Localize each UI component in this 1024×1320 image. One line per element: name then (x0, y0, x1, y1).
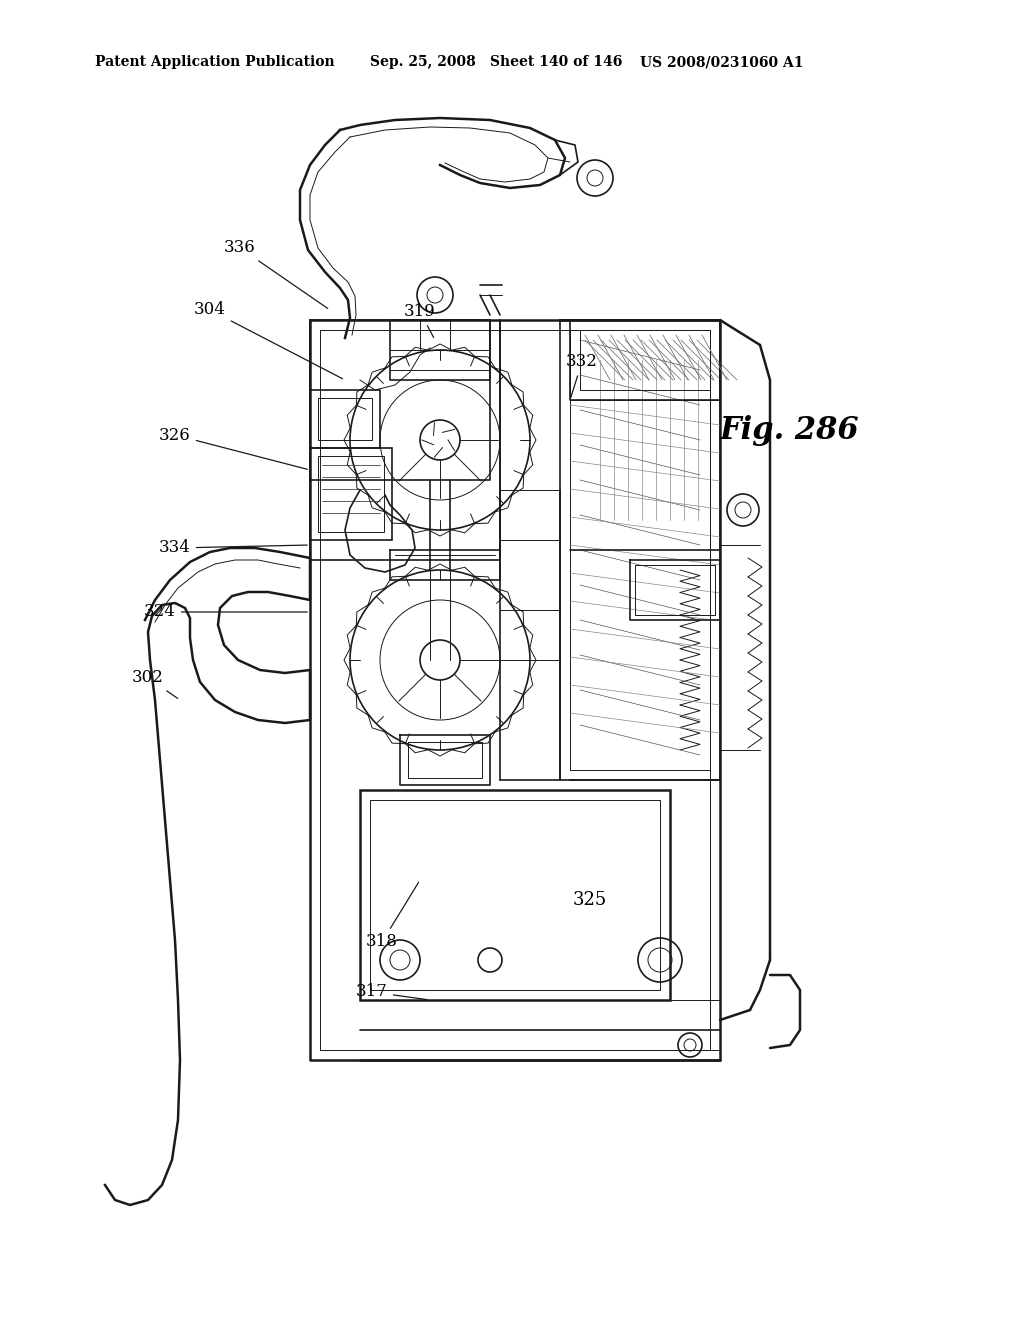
Text: 332: 332 (566, 354, 598, 397)
Text: Fig. 286: Fig. 286 (720, 414, 859, 446)
Text: 336: 336 (224, 239, 328, 309)
Bar (360, 789, 670, 1001)
Bar (318, 455, 384, 532)
Text: 326: 326 (159, 426, 307, 470)
Text: 319: 319 (404, 304, 436, 338)
Text: 325: 325 (572, 891, 607, 909)
Text: Sep. 25, 2008: Sep. 25, 2008 (370, 55, 476, 69)
Text: 334: 334 (159, 540, 307, 557)
Text: 304: 304 (195, 301, 343, 379)
Text: 324: 324 (144, 603, 307, 620)
Text: Sheet 140 of 146: Sheet 140 of 146 (490, 55, 623, 69)
Bar (310, 447, 392, 540)
Bar (370, 800, 660, 990)
Text: 302: 302 (132, 669, 178, 698)
Text: US 2008/0231060 A1: US 2008/0231060 A1 (640, 55, 804, 69)
Text: Patent Application Publication: Patent Application Publication (95, 55, 335, 69)
Text: 318: 318 (366, 882, 419, 950)
Text: 317: 317 (356, 983, 427, 1001)
